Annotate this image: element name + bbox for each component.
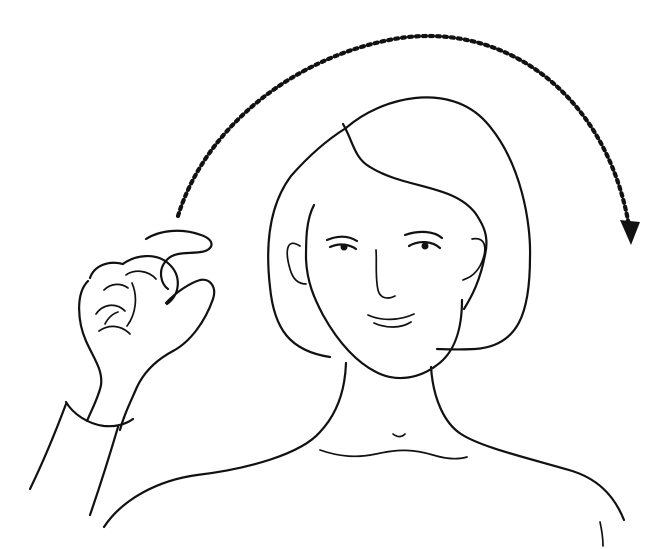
left-ear: [286, 242, 307, 285]
left-eyebrow: [325, 235, 359, 243]
hair-fringe-line: [341, 122, 488, 311]
right-pupil: [421, 242, 429, 250]
raised-index-finger: [144, 229, 213, 291]
finger-fold-3: [95, 304, 126, 315]
thumb-outline: [118, 278, 216, 432]
dashed-motion-arc: [175, 33, 632, 229]
mouth-upper: [367, 313, 415, 321]
collar-line: [319, 449, 468, 460]
neck-shoulder-right: [429, 365, 626, 522]
wrist-cuff: [64, 400, 135, 428]
right-ear: [462, 237, 486, 281]
hand-top-outline: [88, 255, 179, 306]
finger-fold-1: [103, 283, 129, 291]
face-outline: [304, 203, 464, 380]
right-eye: [407, 241, 442, 250]
hair-right-outline: [344, 96, 532, 351]
motion-arc-arrow: [175, 33, 640, 245]
sleeve-detail: [599, 521, 604, 547]
left-pupil: [340, 243, 348, 251]
thumb-crease: [104, 311, 119, 325]
mouth-lower: [373, 321, 412, 328]
forearm-right-line: [88, 425, 120, 517]
right-eyebrow: [403, 230, 444, 240]
neck-notch: [392, 433, 406, 438]
woman-figure: [102, 96, 626, 547]
hand-left-side: [78, 279, 103, 423]
hair-left-outline: [267, 126, 348, 359]
nose-line: [375, 249, 396, 299]
forearm-left-line: [28, 402, 68, 491]
finger-fold-2: [125, 270, 157, 280]
neck-shoulder-left: [102, 361, 348, 529]
finger-fold-4: [98, 325, 131, 335]
palm-crease: [126, 282, 137, 327]
signing-hand: [28, 229, 216, 517]
motion-arrowhead: [620, 220, 640, 245]
